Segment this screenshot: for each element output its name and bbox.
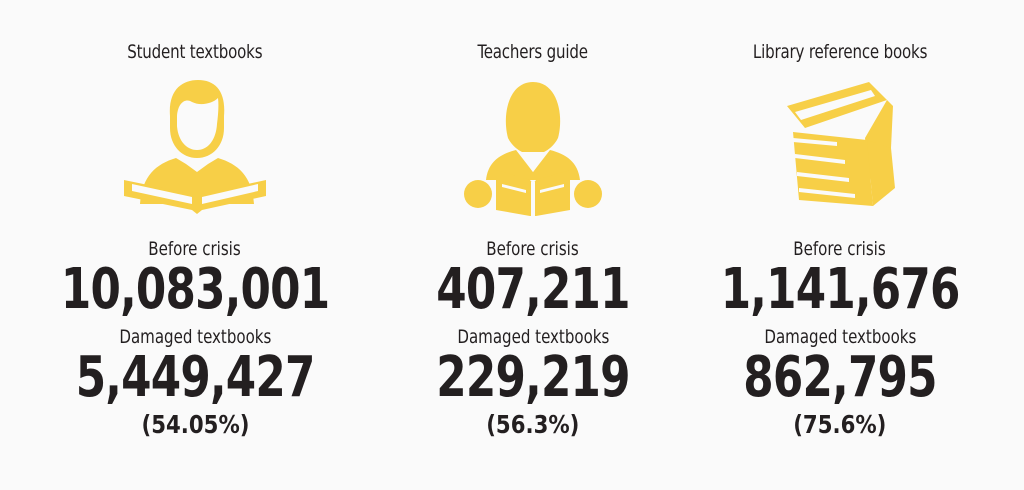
damaged-textbooks-label: Damaged textbooks <box>764 326 916 348</box>
category-library-reference-books: Library reference books Before crisis 1,… <box>690 0 990 490</box>
before-crisis-label: Before crisis <box>148 238 242 260</box>
category-title: Library reference books <box>752 41 928 63</box>
damaged-percent: (75.6%) <box>793 410 887 439</box>
teacher-reading-icon <box>453 70 613 222</box>
damaged-percent: (54.05%) <box>141 410 249 439</box>
before-crisis-value: 1,141,676 <box>720 257 961 322</box>
before-crisis-value: 407,211 <box>436 257 630 322</box>
before-crisis-label: Before crisis <box>793 238 887 260</box>
damaged-textbooks-label: Damaged textbooks <box>457 326 609 348</box>
damaged-textbooks-value: 862,795 <box>743 345 937 410</box>
category-title: Teachers guide <box>477 41 589 63</box>
damaged-textbooks-value: 5,449,427 <box>75 345 316 410</box>
category-student-textbooks: Student textbooks Before crisis 10,083,0… <box>45 0 345 490</box>
before-crisis-value: 10,083,001 <box>60 257 330 322</box>
damaged-textbooks-value: 229,219 <box>436 345 630 410</box>
book-stack-icon <box>760 70 920 222</box>
category-teachers-guide: Teachers guide Before crisis 407,211 Dam… <box>383 0 683 490</box>
damaged-percent: (56.3%) <box>486 410 580 439</box>
damaged-textbooks-label: Damaged textbooks <box>119 326 271 348</box>
before-crisis-label: Before crisis <box>486 238 580 260</box>
category-title: Student textbooks <box>127 41 263 63</box>
student-reading-icon <box>115 70 275 222</box>
